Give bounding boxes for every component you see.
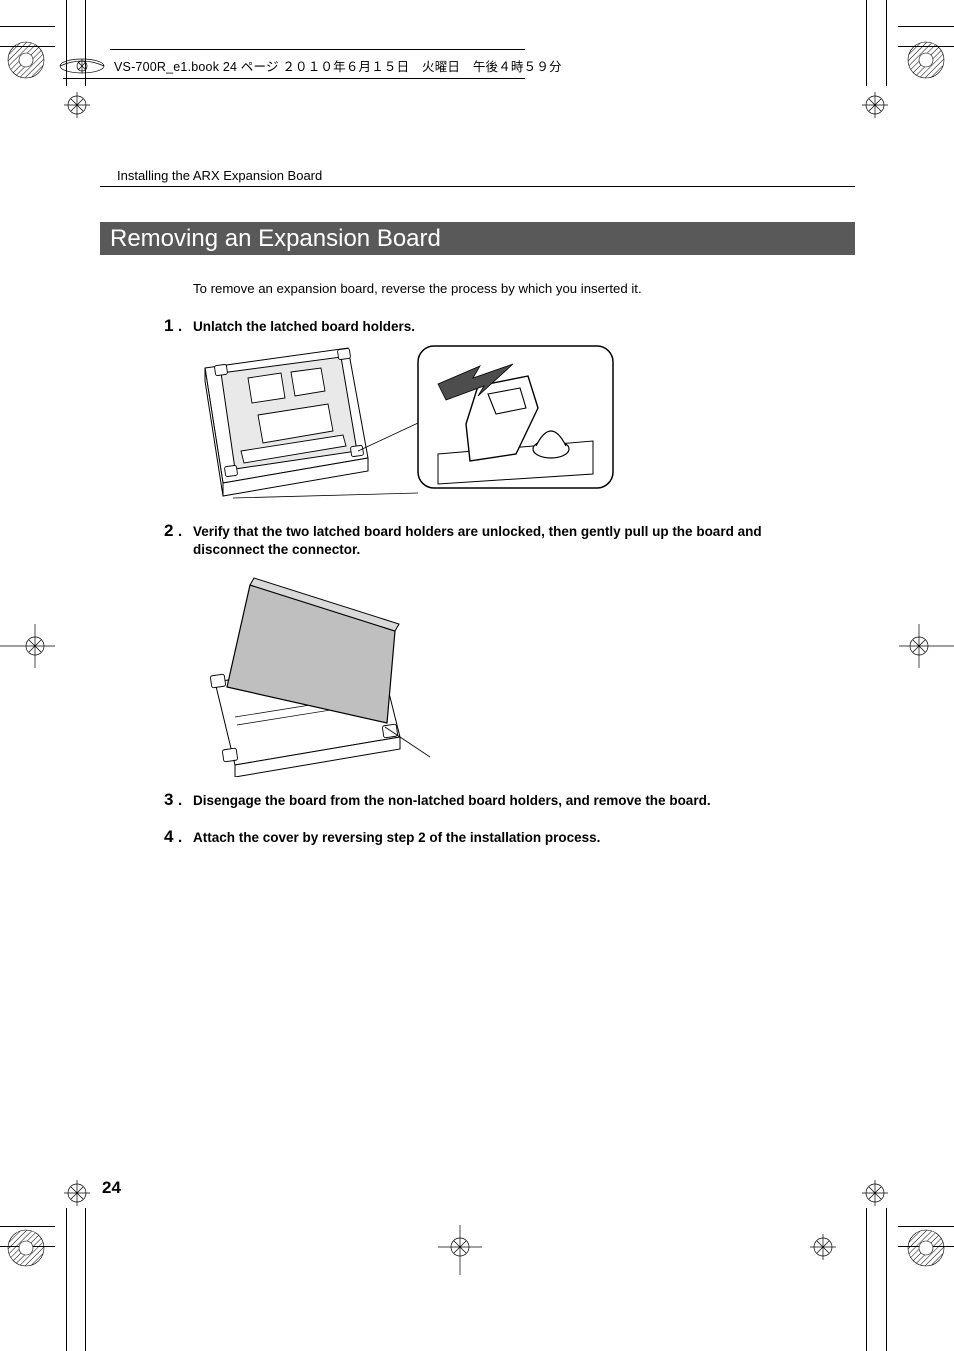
step-text: Disengage the board from the non-latched… [193,792,711,810]
board-unlatch-diagram [193,343,623,503]
figure-2 [195,567,445,782]
crop-line [898,1226,954,1227]
crop-mark-icon [894,616,954,676]
crosshair-icon [860,90,890,120]
crop-mark-icon [430,1220,490,1280]
step-text: Attach the cover by reversing step 2 of … [193,829,600,847]
running-head: Installing the ARX Expansion Board [117,168,322,183]
step-dot: . [178,792,182,809]
step-dot: . [178,523,182,540]
step-4: 4 . Attach the cover by reversing step 2… [165,829,600,847]
step-text: Verify that the two latched board holder… [193,523,833,559]
step-text: Unlatch the latched board holders. [193,318,415,336]
board-lift-diagram [195,567,445,777]
step-number: 4 [164,827,173,847]
crop-line [85,1208,86,1351]
section-title-bar: Removing an Expansion Board [100,222,855,255]
crop-mark-icon [0,616,60,676]
step-number: 1 [164,316,173,336]
crosshair-icon [62,90,92,120]
crop-line [886,1208,887,1351]
step-dot: . [178,318,182,335]
crosshair-icon [62,1178,92,1208]
crosshair-icon [860,1178,890,1208]
running-head-rule [100,186,855,187]
book-icon [57,53,107,79]
crop-line [0,26,55,27]
header-rule [63,78,525,79]
step-number: 3 [164,790,173,810]
step-2: 2 . Verify that the two latched board ho… [165,523,833,559]
intro-text: To remove an expansion board, reverse th… [193,281,642,296]
crosshair-icon [808,1232,838,1262]
crop-line [0,1226,55,1227]
crop-line [866,1208,867,1351]
step-dot: . [178,829,182,846]
registration-medallion-icon [906,1228,946,1268]
step-3: 3 . Disengage the board from the non-lat… [165,792,711,810]
step-1: 1 . Unlatch the latched board holders. [165,318,415,336]
registration-medallion-icon [6,1228,46,1268]
registration-medallion-icon [6,40,46,80]
header-rule [110,49,525,50]
page: VS-700R_e1.book 24 ページ ２０１０年６月１５日 火曜日 午後… [0,0,954,1351]
page-number: 24 [102,1178,121,1198]
crop-line [898,26,954,27]
crop-line [66,1208,67,1351]
framemaker-header-text: VS-700R_e1.book 24 ページ ２０１０年６月１５日 火曜日 午後… [114,56,562,75]
figure-1 [193,343,623,508]
registration-medallion-icon [906,40,946,80]
step-number: 2 [164,521,173,541]
section-title: Removing an Expansion Board [110,225,441,253]
